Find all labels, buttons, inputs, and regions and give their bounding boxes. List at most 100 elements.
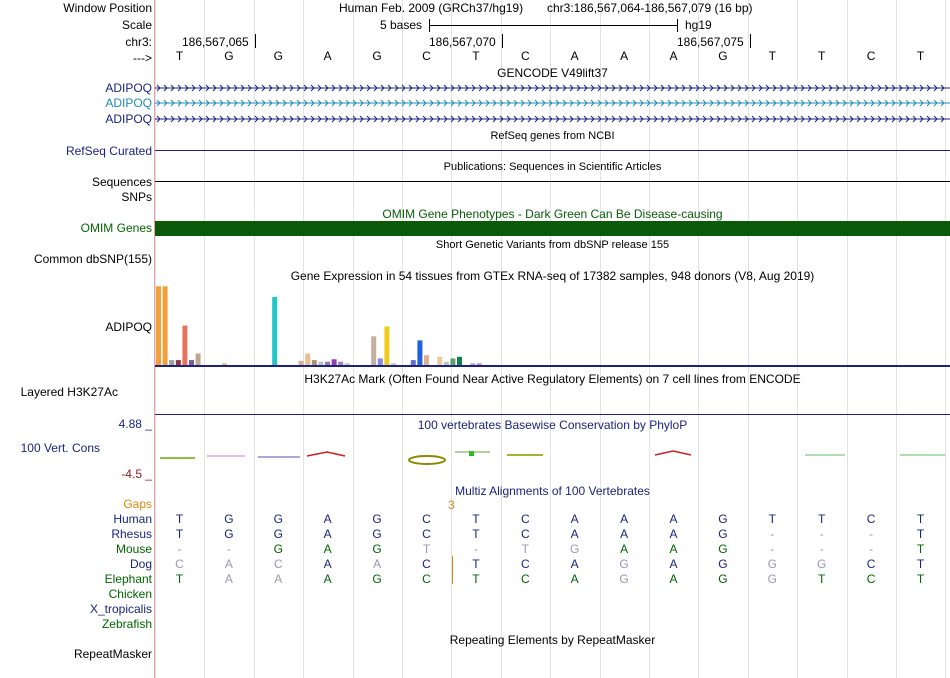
strand-chevron xyxy=(198,115,203,123)
strand-chevron xyxy=(275,99,280,107)
publications-track-title[interactable]: Publications: Sequences in Scientific Ar… xyxy=(443,161,662,173)
strand-chevron xyxy=(240,84,245,92)
strand-chevron xyxy=(303,99,308,107)
strand-chevron xyxy=(380,99,385,107)
alignment-base-mouse: A xyxy=(669,542,678,556)
strand-chevron xyxy=(499,99,504,107)
omim-track-title[interactable]: OMIM Gene Phenotypes - Dark Green Can Be… xyxy=(382,207,723,221)
gtex-tissue-bar xyxy=(325,361,330,365)
label-gencode-adipoq-3[interactable]: ADIPOQ xyxy=(105,112,152,126)
strand-chevron xyxy=(450,99,455,107)
gap-count: 3 xyxy=(448,498,455,512)
strand-chevron xyxy=(681,84,686,92)
strand-chevron xyxy=(534,115,539,123)
alignment-base-human: T xyxy=(768,512,776,526)
strand-chevron xyxy=(436,84,441,92)
gridline xyxy=(797,0,799,678)
strand-chevron xyxy=(457,115,462,123)
label-species-dog[interactable]: Dog xyxy=(129,557,152,571)
label-refseq-curated[interactable]: RefSeq Curated xyxy=(65,144,152,158)
strand-chevron xyxy=(317,84,322,92)
strand-chevron xyxy=(576,115,581,123)
strand-chevron xyxy=(548,99,553,107)
gridline xyxy=(451,0,453,678)
label-snps[interactable]: SNPs xyxy=(121,190,152,204)
label-omim-genes[interactable]: OMIM Genes xyxy=(80,221,152,235)
strand-chevron xyxy=(373,84,378,92)
strand-chevron xyxy=(744,99,749,107)
strand-chevron xyxy=(912,99,917,107)
publications-sequence-line[interactable] xyxy=(155,181,950,182)
label-species-chicken[interactable]: Chicken xyxy=(108,587,152,601)
label-vert-cons[interactable]: 100 Vert. Cons xyxy=(20,441,100,455)
label-gaps[interactable]: Gaps xyxy=(123,497,152,511)
gtex-track-title[interactable]: Gene Expression in 54 tissues from GTEx … xyxy=(290,269,815,283)
strand-chevron xyxy=(660,99,665,107)
alignment-base-mouse: A xyxy=(620,542,629,556)
gridline xyxy=(550,0,552,678)
gencode-track-title[interactable]: GENCODE V49lift37 xyxy=(497,66,608,80)
strand-chevron xyxy=(268,99,273,107)
strand-chevron xyxy=(233,84,238,92)
alignment-base-human: T xyxy=(916,512,925,526)
strand-chevron xyxy=(541,84,546,92)
strand-chevron xyxy=(779,99,784,107)
strand-chevron xyxy=(387,84,392,92)
strand-chevron xyxy=(765,99,770,107)
phylop-conservation-plot[interactable] xyxy=(155,446,950,470)
alignment-base-elephant: C xyxy=(422,572,431,586)
label-species-x-tropicalis[interactable]: X_tropicalis xyxy=(89,602,152,616)
strand-chevron xyxy=(723,84,728,92)
alignment-base-dog: A xyxy=(669,557,678,571)
label-repeatmasker[interactable]: RepeatMasker xyxy=(73,647,152,661)
h3k27ac-track-title[interactable]: H3K27Ac Mark (Often Found Near Active Re… xyxy=(304,372,801,386)
label-species-elephant[interactable]: Elephant xyxy=(104,572,152,586)
dbsnp-track-title[interactable]: Short Genetic Variants from dbSNP releas… xyxy=(435,239,670,251)
strand-chevron xyxy=(240,99,245,107)
strand-chevron xyxy=(849,99,854,107)
strand-chevron xyxy=(240,115,245,123)
strand-chevron xyxy=(562,115,567,123)
label-gencode-adipoq-1[interactable]: ADIPOQ xyxy=(105,81,152,95)
strand-chevron xyxy=(296,84,301,92)
strand-chevron xyxy=(331,99,336,107)
alignment-base-mouse: G xyxy=(273,542,283,556)
omim-gene-bar[interactable] xyxy=(155,221,950,236)
refseq-gene-line[interactable] xyxy=(155,150,950,151)
repeatmasker-track-title[interactable]: Repeating Elements by RepeatMasker xyxy=(449,633,656,647)
gtex-tissue-bar xyxy=(470,363,476,365)
multiz-track-title[interactable]: Multiz Alignments of 100 Vertebrates xyxy=(455,484,650,498)
label-scale: Scale xyxy=(121,18,152,32)
strand-chevron xyxy=(422,99,427,107)
strand-chevron xyxy=(310,115,315,123)
label-common-dbsnp[interactable]: Common dbSNP(155) xyxy=(33,252,152,266)
label-gtex-adipoq[interactable]: ADIPOQ xyxy=(105,320,152,334)
strand-chevron xyxy=(338,99,343,107)
label-species-rhesus[interactable]: Rhesus xyxy=(111,527,152,541)
label-species-mouse[interactable]: Mouse xyxy=(115,542,152,556)
label-species-zebrafish[interactable]: Zebrafish xyxy=(101,617,152,631)
alignment-base-rhesus: T xyxy=(175,527,184,541)
strand-chevron xyxy=(737,84,742,92)
strand-chevron xyxy=(345,84,350,92)
alignment-base-elephant: A xyxy=(570,572,579,586)
label-layered-h3k27ac[interactable]: Layered H3K27Ac xyxy=(20,385,118,399)
label-species-human[interactable]: Human xyxy=(113,512,152,526)
strand-chevron xyxy=(793,99,798,107)
label-gencode-adipoq-2[interactable]: ADIPOQ xyxy=(105,96,152,110)
strand-chevron xyxy=(345,99,350,107)
strand-chevron xyxy=(436,99,441,107)
strand-chevron xyxy=(478,99,483,107)
gtex-expression-chart[interactable] xyxy=(155,283,950,369)
label-sequences[interactable]: Sequences xyxy=(91,175,152,189)
strand-chevron xyxy=(730,115,735,123)
strand-chevron xyxy=(891,99,896,107)
phylop-track-title[interactable]: 100 vertebrates Basewise Conservation by… xyxy=(417,418,688,432)
strand-chevron xyxy=(506,84,511,92)
gencode-gene-models[interactable] xyxy=(155,80,950,126)
alignment-base-elephant: A xyxy=(224,572,233,586)
strand-chevron xyxy=(387,115,392,123)
strand-chevron xyxy=(415,99,420,107)
refseq-track-title[interactable]: RefSeq genes from NCBI xyxy=(490,130,615,142)
strand-chevron xyxy=(422,115,427,123)
